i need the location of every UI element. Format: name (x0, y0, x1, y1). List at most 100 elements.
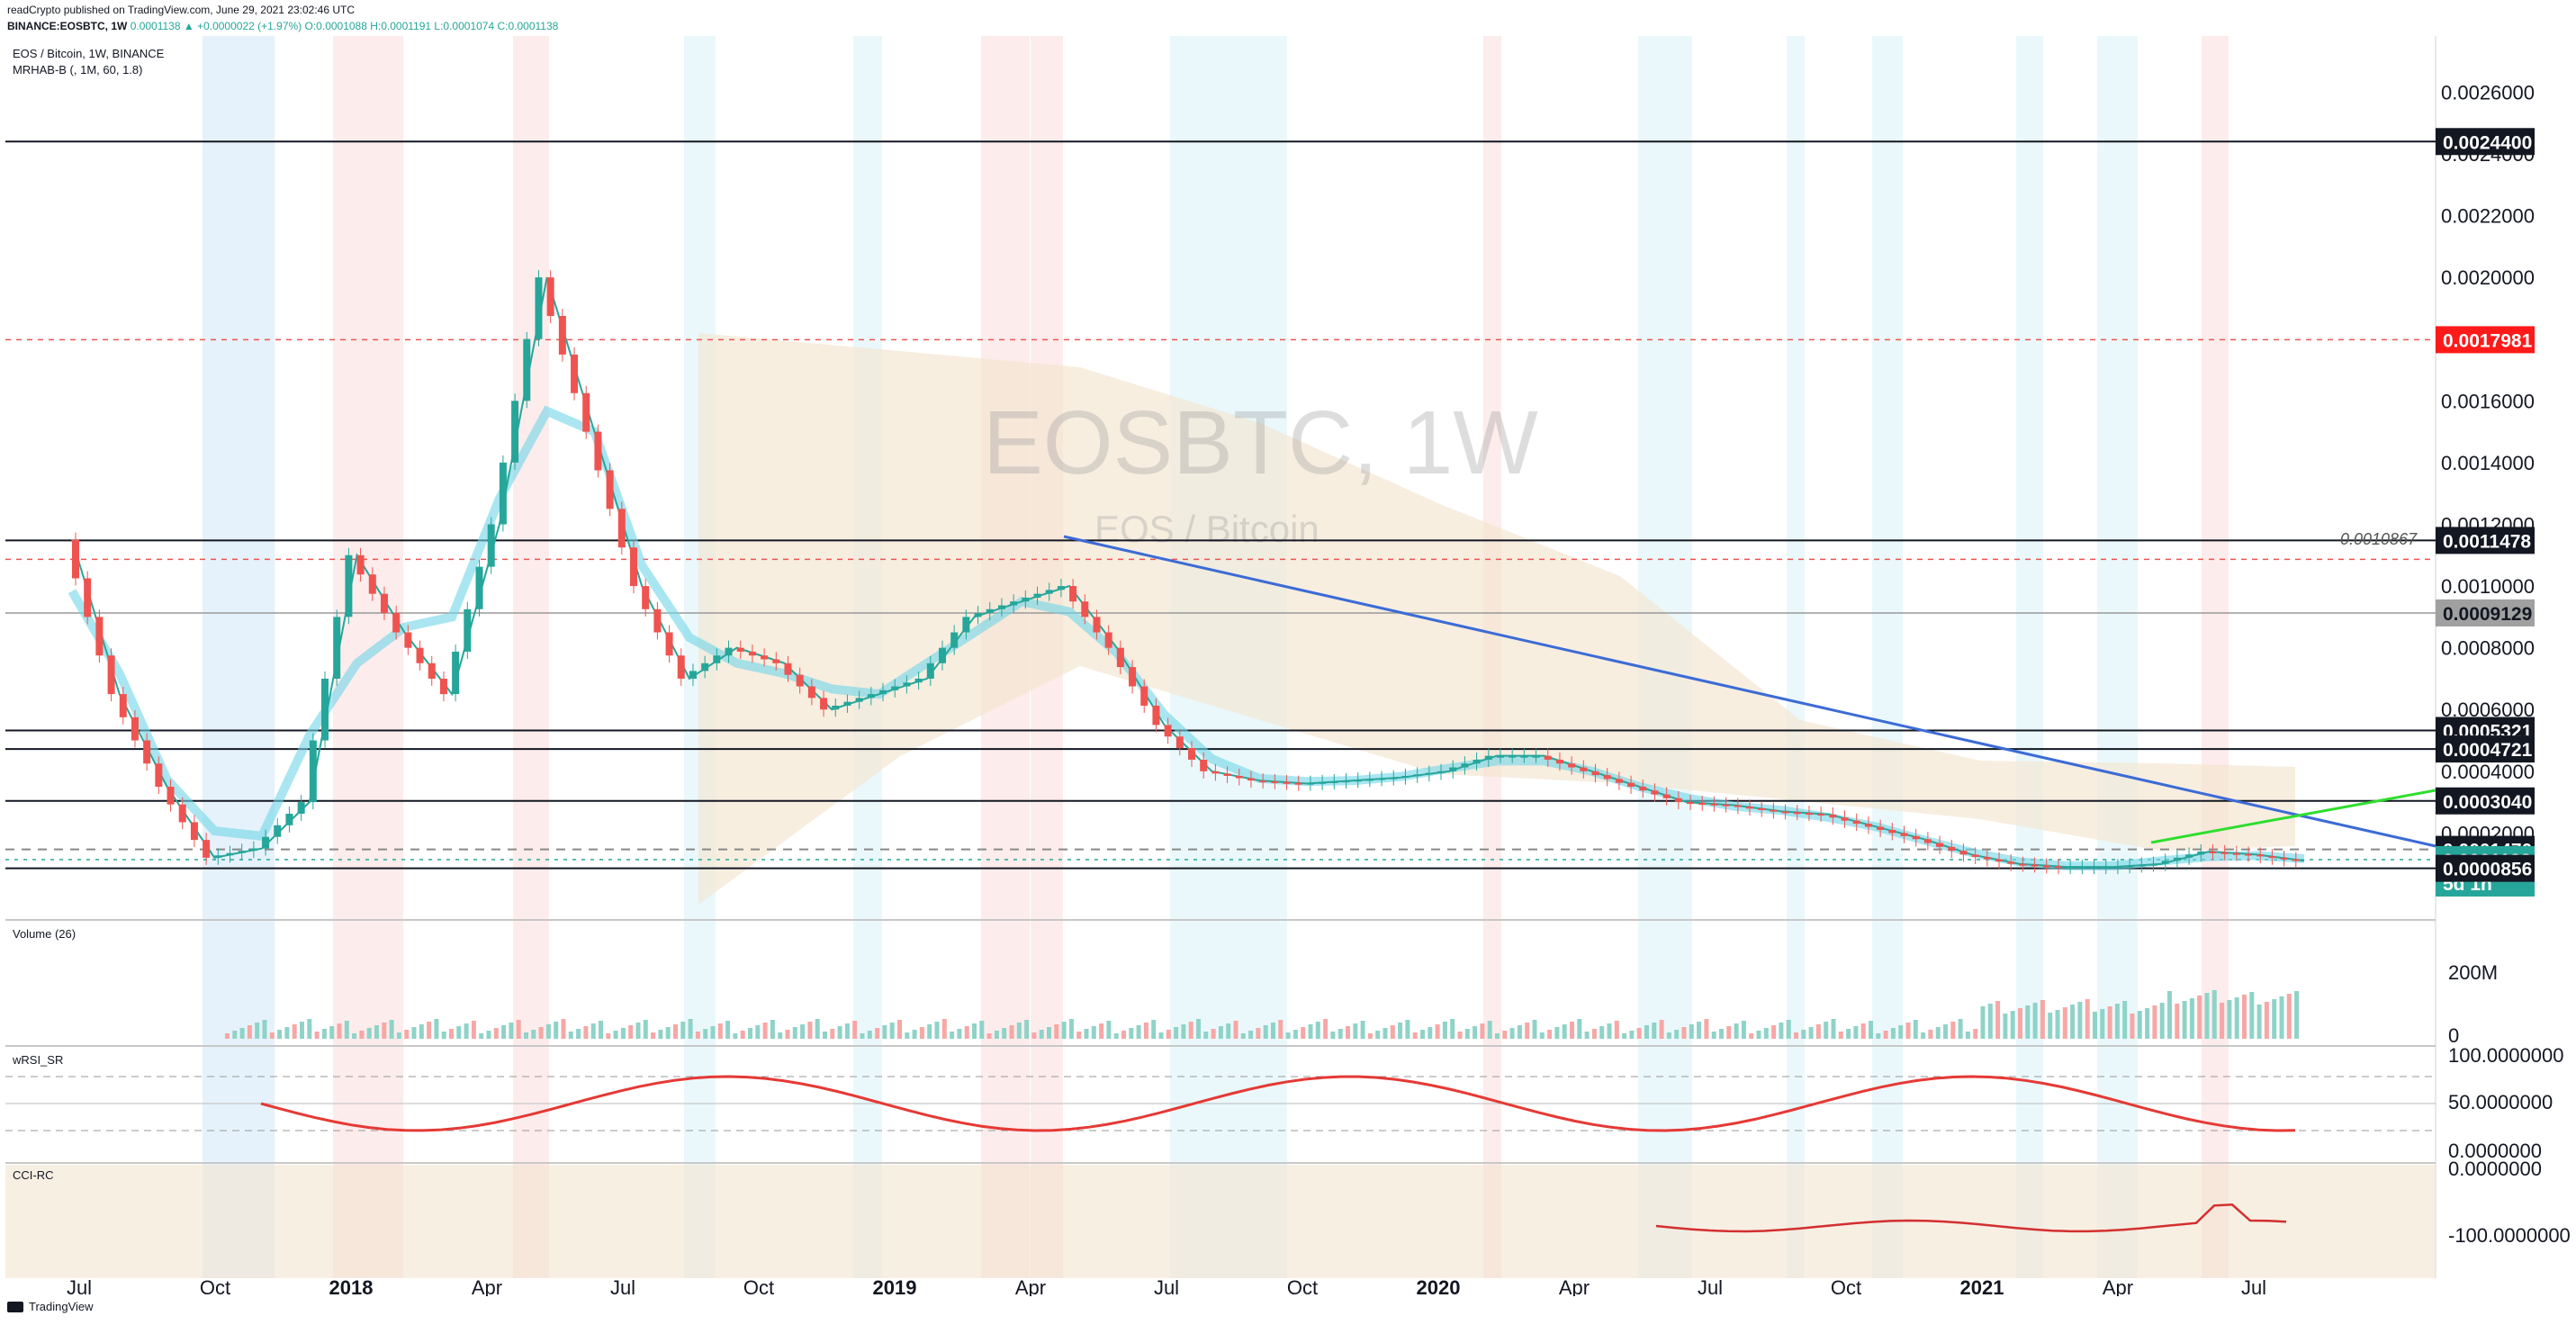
time-tick-1: Oct (200, 1276, 230, 1296)
price-tag-5 (2436, 735, 2535, 763)
volume-bar (1995, 1001, 2001, 1039)
volume-bar (770, 1020, 775, 1039)
candle-body (1081, 601, 1089, 617)
volume-bar (262, 1020, 267, 1039)
published-line: readCrypto published on TradingView.com,… (7, 4, 356, 16)
candle-body (416, 647, 424, 663)
volume-bar (1973, 1029, 1978, 1039)
volume-bar (994, 1031, 999, 1039)
volume-bar (606, 1033, 611, 1039)
candle-body (558, 316, 566, 355)
volume-bar (1174, 1027, 1179, 1039)
candle-body (107, 655, 115, 695)
volume-bar (232, 1031, 238, 1039)
candle-body (1342, 780, 1350, 783)
candle-body (1116, 647, 1124, 668)
candle-body (1888, 829, 1896, 834)
volume-bar (1293, 1030, 1298, 1039)
volume-bar (1136, 1025, 1141, 1039)
candle-body (1580, 767, 1588, 771)
volume-bar (1151, 1020, 1157, 1039)
price-chart[interactable]: EOSBTC, 1W EOS / Bitcoin EOS / Bitcoin, … (0, 36, 2576, 1296)
ohlc-label: O:0.0001088 H:0.0001191 L:0.0001074 C:0.… (304, 20, 559, 32)
candle-body (867, 694, 875, 699)
volume-bar (1509, 1028, 1515, 1039)
candle-body (2245, 853, 2253, 856)
volume-bar (247, 1025, 252, 1039)
candle-body (499, 462, 507, 525)
candle-body (713, 655, 721, 663)
volume-bar (382, 1023, 387, 1039)
candle-body (832, 705, 840, 710)
cci-line (1655, 1203, 2287, 1233)
volume-bar (344, 1021, 349, 1039)
volume-bar (1584, 1032, 1590, 1039)
volume-bar (590, 1023, 596, 1039)
volume-bar (1390, 1025, 1395, 1039)
legend-pair: EOS / Bitcoin, 1W, BINANCE (13, 47, 165, 60)
candle-body (1591, 771, 1599, 776)
volume-bar (1024, 1020, 1030, 1039)
volume-bar (1883, 1031, 1888, 1039)
price-tag-9 (2436, 854, 2535, 882)
volume-bar (1815, 1024, 1821, 1039)
volume-bar (950, 1032, 955, 1039)
volume-bar (1196, 1019, 1201, 1039)
candle-body (1104, 632, 1112, 648)
candle-body (2019, 863, 2027, 866)
cci-tick-minus100: -100.0000000 (2448, 1224, 2571, 1247)
volume-bar (1562, 1024, 1567, 1039)
candle-body (1948, 846, 1956, 852)
volume-bar (665, 1027, 671, 1039)
volume-bar (875, 1028, 880, 1039)
candle-body (689, 671, 697, 679)
candle-body (1936, 843, 1944, 847)
volume-bar (366, 1028, 372, 1039)
wrsi-tick-100: 100.0000000 (2448, 1044, 2563, 1067)
volume-bar (815, 1019, 820, 1039)
volume-bar (1248, 1031, 1254, 1039)
candle-body (143, 740, 151, 764)
candle-body (1413, 774, 1421, 777)
candle-body (1235, 775, 1243, 779)
volume-bar (762, 1023, 768, 1039)
volume-bar (1943, 1024, 1948, 1039)
volume-bar (1315, 1022, 1320, 1039)
volume-bar (1950, 1022, 1956, 1039)
footer-brand-label: TradingView (29, 1300, 94, 1313)
volume-bar (852, 1021, 858, 1039)
candle-body (1770, 809, 1778, 812)
volume-bar (2130, 1014, 2135, 1039)
candle-body (464, 608, 472, 652)
volume-bar (427, 1022, 432, 1039)
candle-body (452, 651, 460, 695)
volume-bar (800, 1024, 806, 1039)
volume-bar (493, 1028, 499, 1039)
volume-bar (1278, 1020, 1283, 1039)
candle-body (1995, 859, 2004, 862)
volume-bar (2234, 997, 2239, 1039)
volume-bar (545, 1024, 551, 1039)
volume-bar (1039, 1030, 1044, 1039)
price-tag-label-3: 0.0009129 (2443, 604, 2532, 625)
volume-bar (538, 1027, 544, 1039)
time-tick-9: Oct (1287, 1276, 1318, 1296)
candle-body (274, 825, 282, 837)
price-tick-9: 0.0008000 (2441, 637, 2535, 660)
volume-bar (434, 1019, 439, 1039)
volume-bar (419, 1024, 424, 1039)
volume-bar (1330, 1032, 1336, 1039)
candle-body (1390, 777, 1398, 780)
volume-bar (568, 1032, 573, 1039)
volume-bar (2093, 1012, 2097, 1039)
candle-body (1687, 802, 1695, 805)
volume-bar (1876, 1033, 1881, 1039)
volume-bar (1554, 1027, 1560, 1039)
volume-bar (1226, 1023, 1231, 1039)
candle-body (997, 605, 1005, 609)
volume-bar (321, 1029, 327, 1039)
tradingview-logo-icon (7, 1301, 23, 1312)
volume-bar (792, 1027, 797, 1039)
volume-bar (2048, 1013, 2053, 1039)
candle-body (974, 613, 982, 617)
